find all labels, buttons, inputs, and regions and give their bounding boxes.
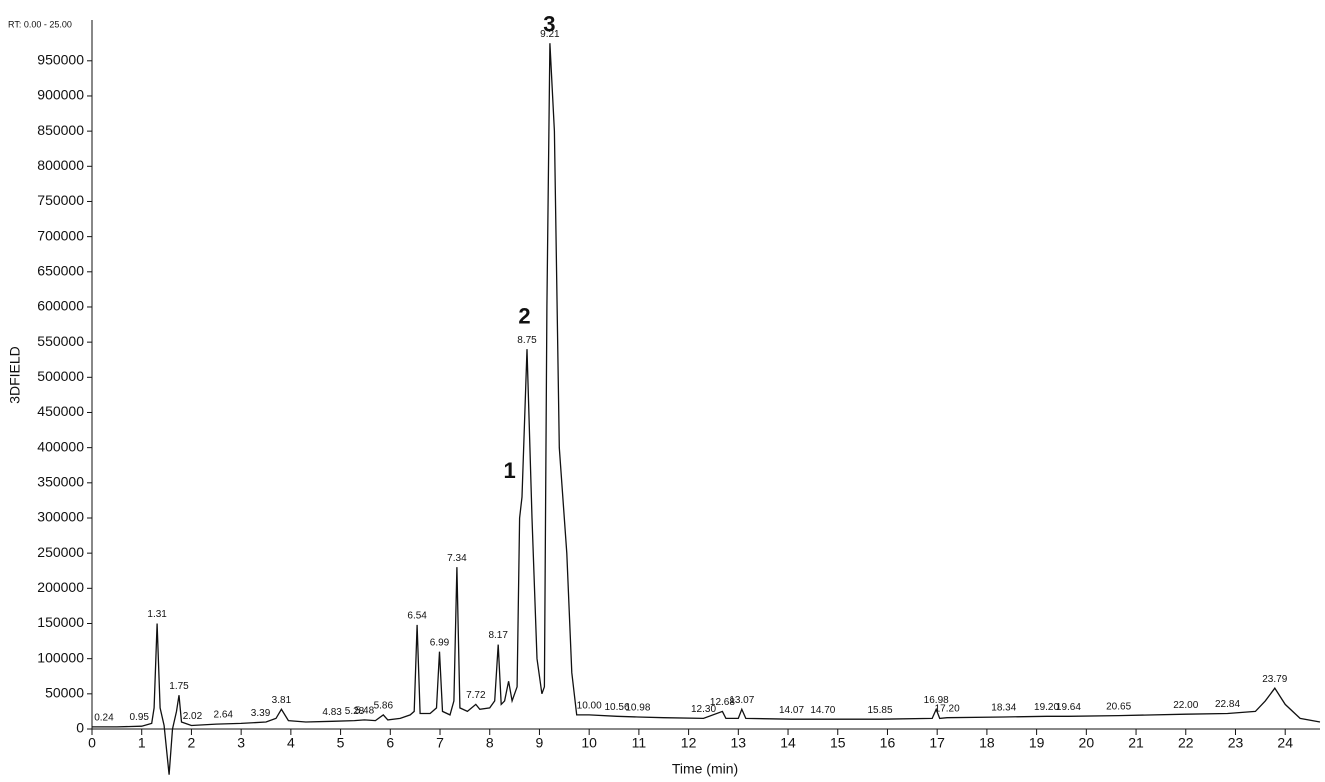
peak-label: 9.21 bbox=[540, 29, 560, 40]
y-tick-label: 250000 bbox=[37, 544, 84, 560]
x-tick-label: 7 bbox=[436, 735, 444, 751]
x-tick-label: 24 bbox=[1277, 735, 1293, 751]
y-tick-label: 800000 bbox=[37, 157, 84, 173]
peak-label: 8.75 bbox=[517, 335, 537, 346]
peak-label: 14.07 bbox=[779, 705, 804, 716]
x-tick-label: 16 bbox=[880, 735, 896, 751]
y-tick-label: 50000 bbox=[45, 685, 84, 701]
peak-label: 17.20 bbox=[935, 703, 960, 714]
y-tick-label: 500000 bbox=[37, 368, 84, 384]
peak-label: 4.83 bbox=[322, 707, 342, 718]
peak-label: 20.65 bbox=[1106, 701, 1131, 712]
y-tick-label: 350000 bbox=[37, 474, 84, 490]
x-tick-label: 21 bbox=[1128, 735, 1144, 751]
x-tick-label: 19 bbox=[1029, 735, 1045, 751]
peak-annotation: 2 bbox=[518, 303, 530, 328]
peak-label: 12.30 bbox=[691, 704, 716, 715]
header: RT: 0.00 - 25.00 bbox=[8, 19, 72, 29]
y-tick-label: 300000 bbox=[37, 509, 84, 525]
peak-label: 18.34 bbox=[991, 703, 1016, 714]
x-axis-label: Time (min) bbox=[672, 761, 738, 777]
y-tick-label: 850000 bbox=[37, 122, 84, 138]
x-tick-label: 14 bbox=[780, 735, 796, 751]
peak-label: 8.17 bbox=[488, 630, 508, 641]
peak-label: 10.00 bbox=[577, 701, 602, 712]
peak-label: 6.54 bbox=[407, 611, 427, 622]
peak-label: 2.02 bbox=[183, 711, 203, 722]
peak-label: 0.24 bbox=[94, 713, 114, 724]
x-tick-label: 1 bbox=[138, 735, 146, 751]
peak-label: 2.64 bbox=[214, 710, 234, 721]
x-tick-label: 17 bbox=[929, 735, 945, 751]
y-tick-label: 900000 bbox=[37, 87, 84, 103]
peak-label: 5.28 bbox=[345, 706, 365, 717]
x-tick-label: 8 bbox=[486, 735, 494, 751]
x-tick-label: 3 bbox=[237, 735, 245, 751]
peak-label: 22.84 bbox=[1215, 699, 1240, 710]
peak-label: 6.99 bbox=[430, 637, 450, 648]
peak-label: 3.39 bbox=[251, 708, 271, 719]
x-tick-label: 2 bbox=[188, 735, 196, 751]
x-tick-label: 18 bbox=[979, 735, 995, 751]
peak-annotation: 3 bbox=[543, 11, 555, 36]
y-tick-label: 100000 bbox=[37, 649, 84, 665]
peak-label: 12.68 bbox=[710, 697, 735, 708]
peak-label: 19.64 bbox=[1056, 702, 1081, 713]
y-tick-label: 650000 bbox=[37, 263, 84, 279]
y-tick-label: 150000 bbox=[37, 614, 84, 630]
peak-label: 1.31 bbox=[147, 609, 167, 620]
x-tick-label: 5 bbox=[337, 735, 345, 751]
peak-annotation: 1 bbox=[503, 458, 515, 483]
peak-label: 13.07 bbox=[729, 695, 754, 706]
peak-label: 15.85 bbox=[867, 705, 892, 716]
y-tick-label: 0 bbox=[76, 720, 84, 736]
x-tick-label: 23 bbox=[1228, 735, 1244, 751]
peak-label: 7.34 bbox=[447, 553, 467, 564]
x-tick-label: 6 bbox=[386, 735, 394, 751]
peak-label: 3.81 bbox=[272, 695, 292, 706]
y-tick-label: 750000 bbox=[37, 192, 84, 208]
peak-label: 22.00 bbox=[1173, 700, 1198, 711]
peak-label: 10.98 bbox=[625, 703, 650, 714]
y-axis-label: 3DFIELD bbox=[7, 346, 23, 404]
y-tick-label: 950000 bbox=[37, 51, 84, 67]
peak-label: 23.79 bbox=[1262, 674, 1287, 685]
x-tick-label: 15 bbox=[830, 735, 846, 751]
x-tick-label: 20 bbox=[1079, 735, 1095, 751]
peak-label: 16.98 bbox=[924, 695, 949, 706]
peak-label: 19.20 bbox=[1034, 702, 1059, 713]
x-tick-label: 0 bbox=[88, 735, 96, 751]
x-tick-label: 10 bbox=[581, 735, 597, 751]
peak-label: 5.86 bbox=[374, 701, 394, 712]
y-tick-label: 450000 bbox=[37, 403, 84, 419]
y-tick-label: 200000 bbox=[37, 579, 84, 595]
y-tick-label: 550000 bbox=[37, 333, 84, 349]
x-tick-label: 12 bbox=[681, 735, 697, 751]
peak-label: 0.95 bbox=[129, 712, 149, 723]
x-tick-label: 22 bbox=[1178, 735, 1194, 751]
x-tick-label: 11 bbox=[632, 735, 647, 751]
x-tick-label: 4 bbox=[287, 735, 295, 751]
y-tick-label: 600000 bbox=[37, 298, 84, 314]
y-tick-label: 400000 bbox=[37, 438, 84, 454]
y-tick-label: 700000 bbox=[37, 227, 84, 243]
trace bbox=[92, 43, 1321, 775]
x-tick-label: 13 bbox=[731, 735, 747, 751]
peak-label: 5.48 bbox=[355, 705, 375, 716]
peak-label: 7.72 bbox=[466, 690, 486, 701]
x-tick-label: 9 bbox=[536, 735, 544, 751]
peak-label: 10.56 bbox=[604, 702, 629, 713]
peak-label: 1.75 bbox=[169, 681, 189, 692]
peak-label: 14.70 bbox=[810, 705, 835, 716]
